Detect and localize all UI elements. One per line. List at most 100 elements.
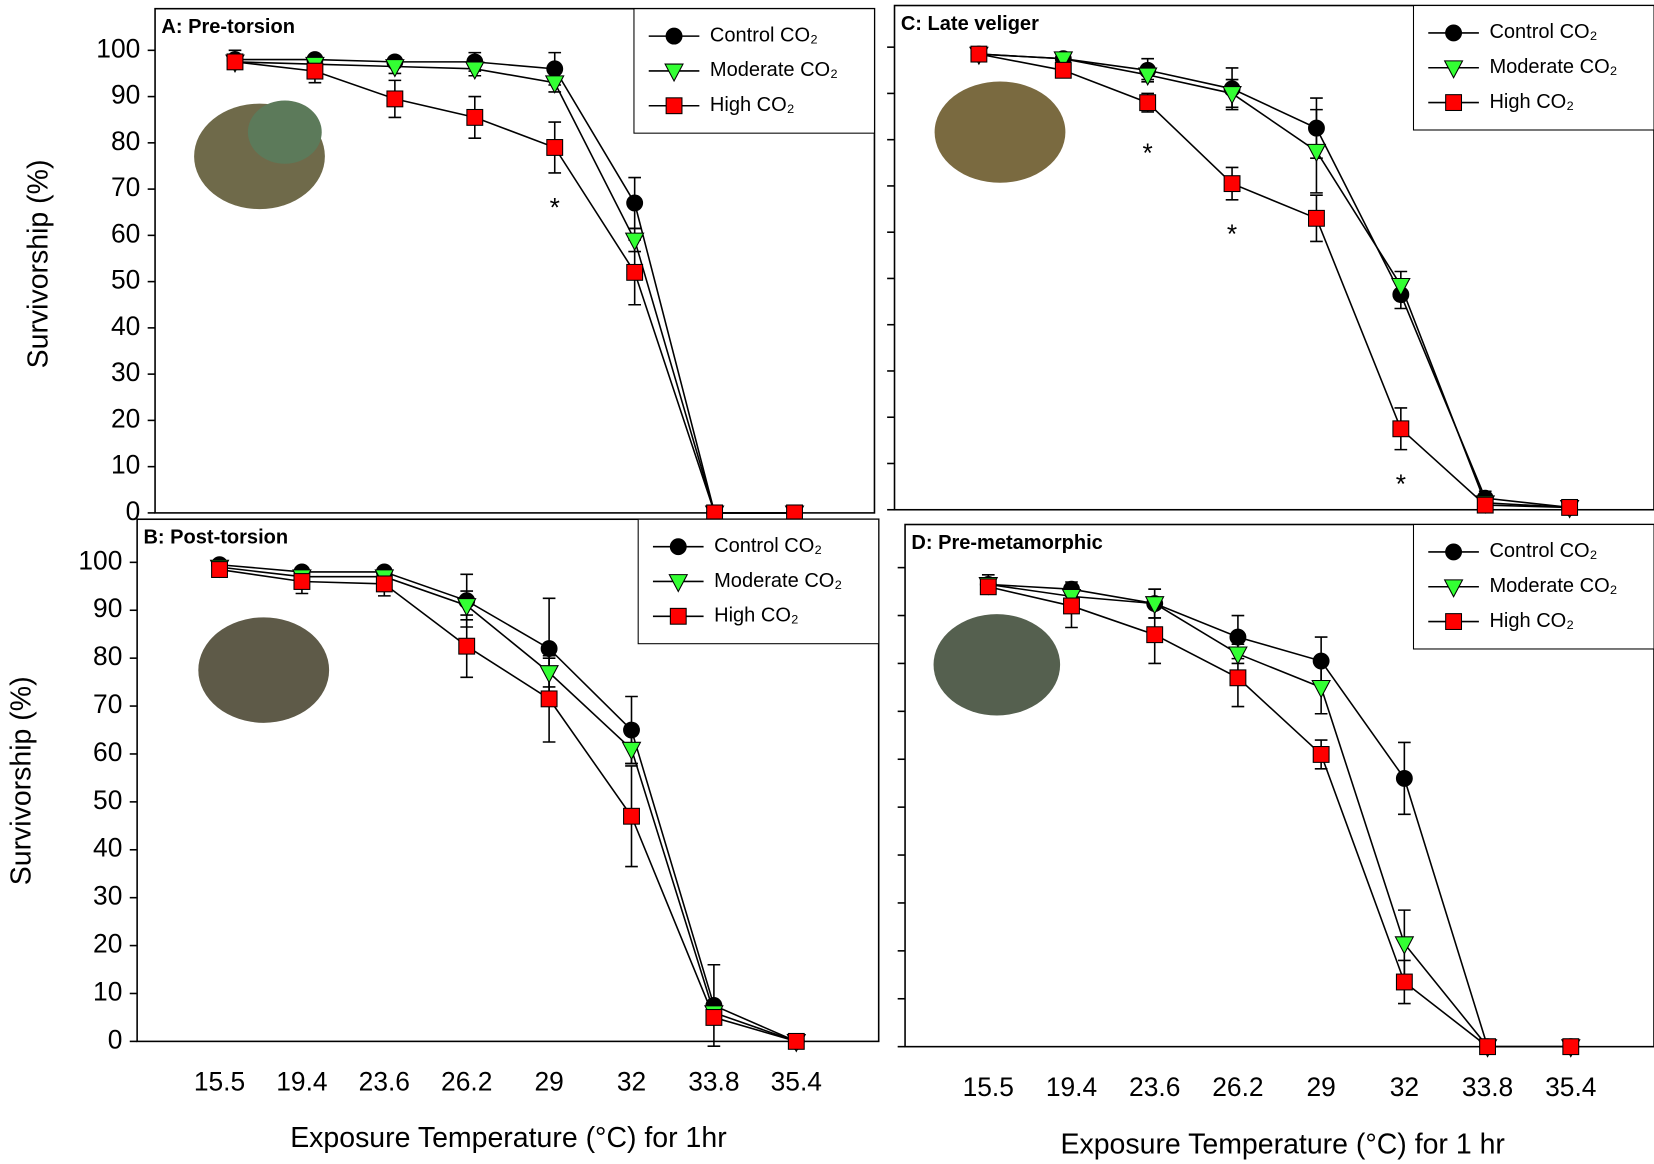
annotation: * xyxy=(1227,219,1237,249)
marker xyxy=(1445,94,1463,112)
marker xyxy=(540,640,558,658)
marker xyxy=(546,60,564,78)
x-tick-label: 19.4 xyxy=(1046,1072,1097,1102)
y-tick-label: 50 xyxy=(111,265,140,295)
y-tick-label: 90 xyxy=(111,80,140,110)
marker xyxy=(1222,86,1242,105)
marker xyxy=(1308,119,1325,137)
legend-label: Moderate CO₂ xyxy=(714,570,842,592)
x-tick-label: 15.5 xyxy=(194,1067,245,1097)
x-tick-label: 33.8 xyxy=(1462,1072,1513,1102)
marker xyxy=(1395,973,1413,991)
y-axis-label: Survivorship (%) xyxy=(6,676,38,885)
legend-label: Moderate CO₂ xyxy=(1489,575,1617,597)
marker xyxy=(1312,652,1330,670)
x-tick-label: 29 xyxy=(534,1067,563,1097)
legend-label: Moderate CO₂ xyxy=(710,59,838,81)
marker xyxy=(669,538,687,556)
series-line xyxy=(988,583,1571,1048)
marker xyxy=(1228,646,1248,665)
y-tick-label: 80 xyxy=(111,126,140,156)
marker xyxy=(1390,278,1411,297)
y-tick-label: 40 xyxy=(111,311,140,341)
series-line xyxy=(219,563,797,1043)
marker xyxy=(1311,679,1331,699)
legend-label: Control CO₂ xyxy=(1489,21,1597,43)
y-tick-label: 0 xyxy=(108,1024,123,1054)
marker xyxy=(211,561,228,578)
legend-label: Control CO₂ xyxy=(710,24,818,46)
marker xyxy=(787,1032,805,1050)
marker xyxy=(293,573,311,590)
panel-title: C: Late veliger xyxy=(901,13,1039,35)
series-line xyxy=(988,583,1571,1048)
x-axis-label: Exposure Temperature (°C) for 1hr xyxy=(290,1122,726,1154)
x-tick-label: 23.6 xyxy=(1129,1072,1180,1102)
marker xyxy=(466,108,484,126)
plot-frame xyxy=(136,518,880,1043)
marker xyxy=(546,139,564,156)
marker xyxy=(385,59,405,78)
x-tick-label: 32 xyxy=(617,1067,646,1097)
marker xyxy=(665,27,683,45)
marker xyxy=(226,53,244,71)
marker xyxy=(1443,60,1464,79)
marker xyxy=(626,194,644,212)
marker xyxy=(1139,94,1157,112)
panel: D: Pre-metamorphic 15.5 19.4 23.6 26.2 29 32 33… xyxy=(897,523,1654,1160)
marker xyxy=(306,62,324,80)
larva-image xyxy=(933,614,1061,716)
marker xyxy=(626,263,644,281)
series-line xyxy=(219,566,797,1043)
x-tick-label: 15.5 xyxy=(963,1072,1014,1102)
series-line xyxy=(988,586,1571,1048)
panel-title: B: Post-torsion xyxy=(143,527,288,549)
series-line xyxy=(978,53,1570,509)
panel-title: D: Pre-metamorphic xyxy=(911,532,1102,554)
marker xyxy=(464,61,485,80)
marker xyxy=(456,598,477,617)
y-tick-label: 30 xyxy=(111,357,140,387)
y-tick-label: 10 xyxy=(93,976,122,1006)
marker xyxy=(1445,24,1463,42)
panel: C: Late veliger * * * Control CO₂ Moderate CO… xyxy=(887,4,1654,519)
marker xyxy=(1223,175,1241,193)
x-tick-label: 19.4 xyxy=(276,1067,327,1097)
marker xyxy=(669,607,687,625)
series-line xyxy=(219,568,797,1043)
panel: A: Pre-torsion 0 10 20 30 40 50 60 70 80 90 100 Surv… xyxy=(23,7,876,526)
legend-label: Moderate CO₂ xyxy=(1489,56,1617,78)
marker xyxy=(705,1008,723,1026)
marker xyxy=(668,574,689,593)
marker xyxy=(1445,543,1463,561)
x-axis-label: Exposure Temperature (°C) for 1 hr xyxy=(1060,1128,1504,1160)
x-tick-label: 35.4 xyxy=(1545,1072,1596,1102)
marker xyxy=(1312,746,1330,763)
y-tick-label: 60 xyxy=(93,737,122,767)
marker xyxy=(1146,626,1164,644)
marker xyxy=(540,690,558,708)
marker xyxy=(1229,669,1247,687)
legend-label: Control CO₂ xyxy=(1489,540,1597,562)
marker xyxy=(1479,1038,1497,1056)
panel-title: A: Pre-torsion xyxy=(161,16,295,38)
y-tick-label: 0 xyxy=(126,496,141,526)
marker xyxy=(623,807,640,825)
plot-frame xyxy=(154,7,876,514)
marker xyxy=(1394,936,1415,955)
marker xyxy=(664,63,684,83)
marker xyxy=(1306,143,1327,163)
marker xyxy=(1476,496,1494,514)
x-tick-label: 26.2 xyxy=(441,1067,492,1097)
marker xyxy=(1443,579,1464,598)
y-tick-label: 20 xyxy=(93,929,122,959)
marker xyxy=(1392,420,1410,438)
y-tick-label: 10 xyxy=(111,450,140,480)
legend-label: High CO₂ xyxy=(714,605,799,627)
y-tick-label: 70 xyxy=(93,689,122,719)
x-tick-label: 29 xyxy=(1306,1072,1335,1102)
annotation: * xyxy=(1143,138,1153,168)
y-tick-label: 30 xyxy=(93,881,122,911)
marker xyxy=(706,504,724,522)
marker xyxy=(1229,628,1247,646)
